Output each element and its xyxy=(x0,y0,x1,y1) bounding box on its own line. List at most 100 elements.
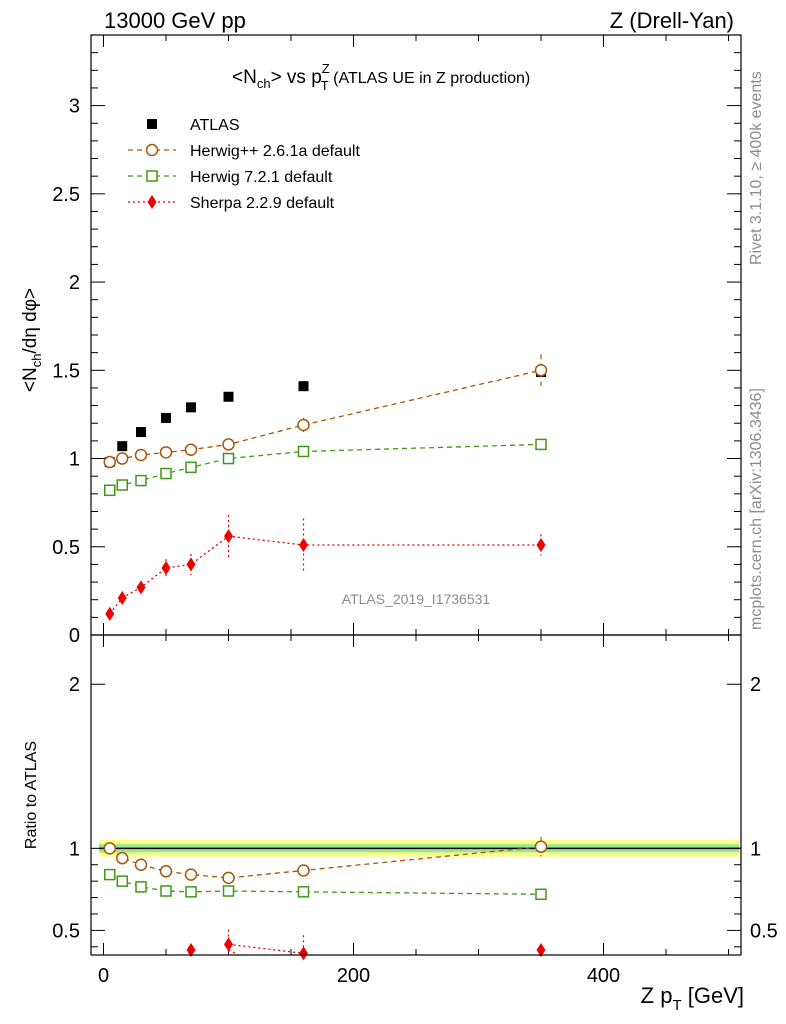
data-point xyxy=(103,455,116,469)
data-point xyxy=(117,441,128,452)
ratio-uncertainty-band xyxy=(99,840,741,857)
ratio-point xyxy=(159,865,173,878)
legend-item: ATLAS xyxy=(147,117,240,134)
plot-title: <Nch> vs pZ T (ATLAS UE in Z production) xyxy=(232,61,530,93)
data-point xyxy=(224,529,233,544)
data-point xyxy=(222,438,235,451)
data-point xyxy=(297,418,310,432)
data-point xyxy=(186,402,196,413)
legend-item: Herwig 7.2.1 default xyxy=(128,169,333,186)
data-point xyxy=(161,412,171,423)
data-point xyxy=(299,538,308,552)
title-sup: Z xyxy=(322,61,330,76)
ratio-point xyxy=(160,885,172,897)
title-sub-2: T xyxy=(321,78,329,93)
data-point xyxy=(186,557,196,572)
data-point xyxy=(116,479,128,491)
data-point xyxy=(161,560,171,575)
legend-item: Herwig++ 2.6.1a default xyxy=(128,143,360,160)
ratio-line xyxy=(228,943,304,955)
series-1 xyxy=(103,354,548,469)
data-point xyxy=(104,484,116,497)
legend-marker xyxy=(147,195,157,209)
ylabel-part-1: <N xyxy=(20,367,41,392)
data-point xyxy=(136,580,146,595)
data-point xyxy=(534,364,548,377)
ratio-point xyxy=(534,840,548,853)
data-point xyxy=(184,443,198,456)
data-point xyxy=(222,452,235,465)
ylabel-sub: ch xyxy=(29,354,44,368)
y-tick-label: 0.5 xyxy=(52,537,80,559)
ratio-point xyxy=(104,868,116,881)
ratio-y-tick-label-right: 2 xyxy=(750,674,761,696)
ratio-point xyxy=(116,875,128,887)
series-3 xyxy=(105,515,546,621)
y-tick-label: 1 xyxy=(69,449,80,471)
xlabel-part-2: [GeV] xyxy=(682,983,744,1008)
x-tick-label: 200 xyxy=(337,965,370,987)
legend: ATLAS Herwig++ 2.6.1a default Herwig 7.2.1… xyxy=(128,117,360,212)
ratio-line xyxy=(109,874,542,895)
legend-label: ATLAS xyxy=(190,117,240,134)
legend-marker xyxy=(145,143,159,157)
legend-label: Herwig++ 2.6.1a default xyxy=(190,143,360,160)
ratio-point xyxy=(184,868,198,881)
ratio-y-tick-label: 1 xyxy=(69,838,80,860)
x-tick-label: 400 xyxy=(587,965,620,987)
ratio-point xyxy=(186,943,196,957)
data-point xyxy=(223,391,234,402)
ratio-series-3 xyxy=(186,929,546,961)
data-point xyxy=(160,467,172,480)
data-point xyxy=(117,590,127,605)
y-tick-label: 2.5 xyxy=(52,184,80,206)
x-tick-label: 0 xyxy=(98,965,109,987)
data-point xyxy=(297,445,310,458)
ratio-point xyxy=(297,886,310,898)
ylabel-part-2: /dη dφ> xyxy=(20,288,41,354)
ratio-plot-frame xyxy=(90,634,742,956)
xlabel-part-1: Z p xyxy=(641,983,673,1008)
ratio-point xyxy=(299,946,308,961)
y-tick-label: 0 xyxy=(69,625,80,647)
x-axis-label: Z pT [GeV] xyxy=(641,983,744,1014)
ratio-y-axis-label: Ratio to ATLAS xyxy=(23,741,40,849)
ratio-y-tick-label-right: 1 xyxy=(750,838,761,860)
legend-marker xyxy=(147,119,157,129)
series-line xyxy=(109,369,542,463)
ratio-point xyxy=(185,886,197,898)
ratio-point xyxy=(134,858,148,871)
data-series xyxy=(103,354,548,961)
ratio-point xyxy=(536,943,546,957)
title-part-3: (ATLAS UE in Z production) xyxy=(329,70,531,87)
data-point xyxy=(159,446,173,459)
y-tick-label: 2 xyxy=(69,272,80,294)
analysis-watermark: ATLAS_2019_I1736531 xyxy=(342,591,491,607)
mcplots-info: mcplots.cern.ch [arXiv:1306.3436] xyxy=(748,388,765,630)
title-sub-1: ch xyxy=(257,76,271,91)
data-point xyxy=(134,448,148,462)
ratio-y-tick-label-right: 0.5 xyxy=(750,920,778,942)
data-point xyxy=(135,474,147,487)
ratio-series-2 xyxy=(104,868,547,901)
y-tick-label: 3 xyxy=(69,96,80,118)
ratio-series-1 xyxy=(103,836,548,885)
rivet-info: Rivet 3.1.10, ≥ 400k events xyxy=(748,71,765,265)
ratio-point xyxy=(222,885,235,897)
legend-item: Sherpa 2.2.9 default xyxy=(128,195,335,212)
ratio-point xyxy=(103,842,116,855)
data-point xyxy=(136,427,146,438)
ratio-point xyxy=(297,864,310,877)
ratio-point xyxy=(224,937,233,952)
header-left: 13000 GeV pp xyxy=(104,8,246,33)
header-right: Z (Drell-Yan) xyxy=(610,8,734,33)
ratio-point xyxy=(222,871,235,885)
legend-label: Sherpa 2.2.9 default xyxy=(190,195,335,212)
legend-marker xyxy=(146,170,158,182)
ratio-y-tick-label: 2 xyxy=(69,674,80,696)
y-tick-label: 1.5 xyxy=(52,360,80,382)
data-point xyxy=(298,381,309,392)
data-point xyxy=(185,461,197,474)
